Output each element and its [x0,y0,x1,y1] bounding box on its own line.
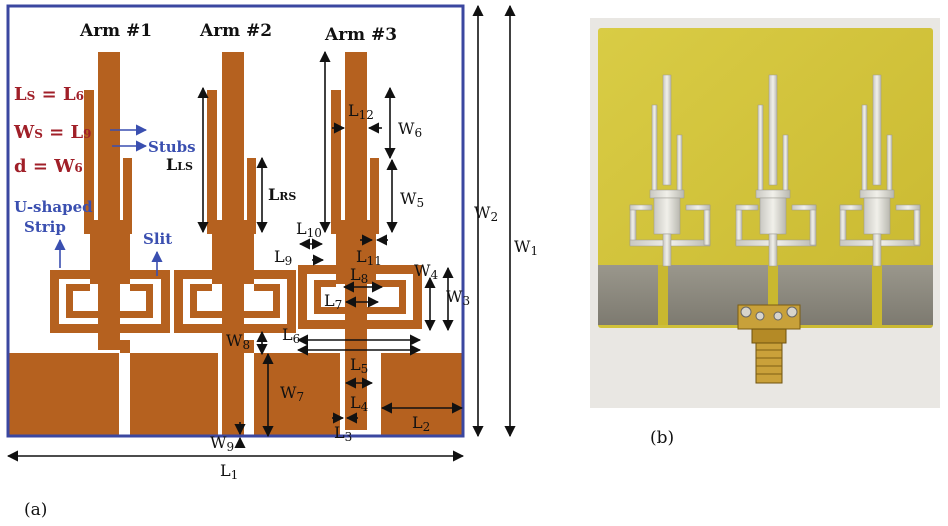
dim-lls-label: LLS [166,155,193,174]
arm-3-title: Arm #3 [324,25,397,45]
dim-l1-label: L1 [220,461,238,482]
arm-1 [50,52,170,333]
dim-w9-label: W9 [210,433,234,454]
dim-l12-label: L12 [348,101,374,122]
dim-l3-label: L3 [334,423,352,444]
dim-l5-label: L5 [350,355,368,376]
dimension-arrows [6,4,516,462]
photo-arm-2 [735,74,817,267]
dim-l8-label: L8 [350,265,368,286]
u-shaped-label-line1: U-shaped [14,198,93,216]
sma-connector [737,304,801,384]
slit-label: Slit [143,230,172,248]
caption-a: (a) [24,500,48,520]
dim-l10-label: L10 [296,219,322,240]
arm-3 [298,52,422,329]
u-shaped-label-line2: Strip [24,218,66,236]
dim-l2-label: L2 [412,413,430,434]
arm-2-title: Arm #2 [199,21,272,41]
photo-arm-3 [839,74,921,267]
ls-equals-l6-label: LS = L6 [14,84,84,105]
dim-l4-label: L4 [350,393,369,414]
arm-2 [174,52,296,333]
stubs-label: Stubs [148,138,196,156]
dim-l11-label: L11 [356,247,382,268]
dim-w2-label: W2 [474,203,498,224]
photo-arm-1 [629,74,711,267]
ws-equals-l9-label: WS = L9 [13,122,92,143]
dim-w6-label: W6 [398,119,422,140]
dim-l7-label: L7 [324,291,342,312]
panel-a-layout: Arm #1 Arm #2 Arm #3 LS = L6 WS = L9 d =… [6,4,538,482]
d-equals-w6-label: d = W6 [14,156,83,177]
dim-lrs-label: LRS [268,185,296,204]
annotation-arrows [54,124,163,276]
dim-w8-label: W8 [226,331,250,352]
substrate-outline [6,4,465,438]
photo-ground-slits [658,265,882,325]
dim-w7-label: W7 [280,383,304,404]
ground-plane [9,353,462,435]
dim-l9-label: L9 [274,247,292,268]
dim-w3-label: W3 [446,287,470,308]
dim-w1-label: W1 [514,237,538,258]
dim-l6-label: L6 [282,325,300,346]
dim-w5-label: W5 [400,189,424,210]
dim-w4-label: W4 [414,261,438,282]
photo-substrate [598,28,933,328]
panel-b-photo [590,18,940,408]
arm-1-title: Arm #1 [79,21,152,41]
caption-b: (b) [650,428,675,448]
